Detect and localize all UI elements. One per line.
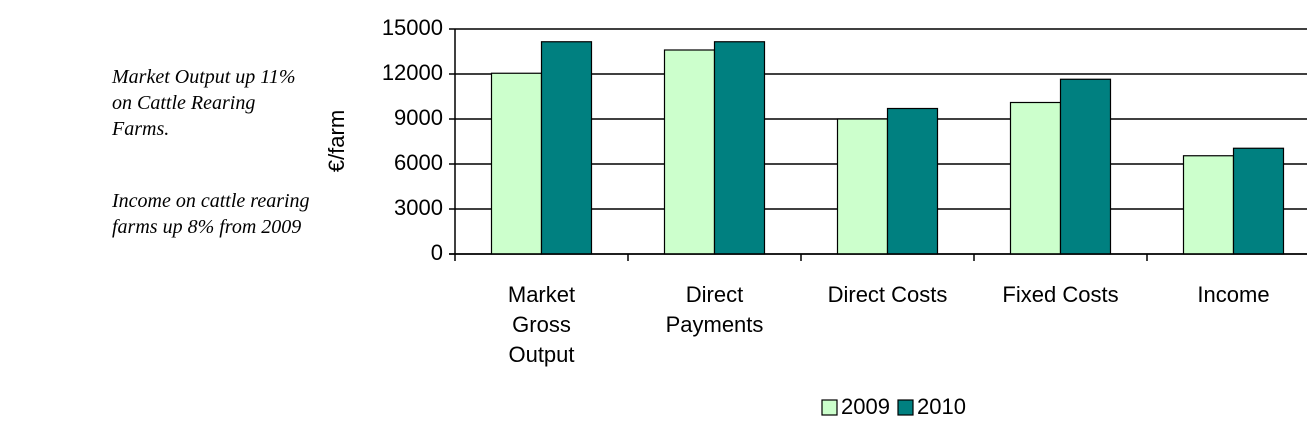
y-tick-label: 9000 <box>394 105 443 130</box>
y-tick-label: 0 <box>431 240 443 265</box>
legend-label: 2009 <box>841 394 890 419</box>
legend-swatch <box>821 399 838 416</box>
legend-swatch <box>897 399 914 416</box>
y-axis-label: €/farm <box>324 110 349 172</box>
bar <box>1232 147 1285 255</box>
bar <box>540 41 593 255</box>
bar <box>1059 78 1112 255</box>
bar <box>1009 101 1062 255</box>
annotation: Income on cattle rearing farms up 8% fro… <box>112 190 310 238</box>
x-tick-label: Fixed Costs <box>1002 282 1119 307</box>
bar <box>490 72 543 255</box>
x-tick-label: Direct Costs <box>827 282 948 307</box>
bar <box>836 118 889 255</box>
y-tick-label: 12000 <box>382 60 443 85</box>
annotation: Market Output up 11% on Cattle Rearing F… <box>112 66 296 140</box>
y-tick-label: 6000 <box>394 150 443 175</box>
legend-label: 2010 <box>917 394 966 419</box>
bar <box>886 107 939 255</box>
bar <box>713 41 766 255</box>
bar <box>1182 155 1235 255</box>
x-tick-label: Market Gross Output <box>507 282 576 367</box>
x-tick-label: Direct Payments <box>665 282 764 337</box>
x-tick-label: Income <box>1197 282 1270 307</box>
y-tick-label: 3000 <box>394 195 443 220</box>
bar <box>663 49 716 255</box>
y-tick-label: 15000 <box>382 15 443 40</box>
